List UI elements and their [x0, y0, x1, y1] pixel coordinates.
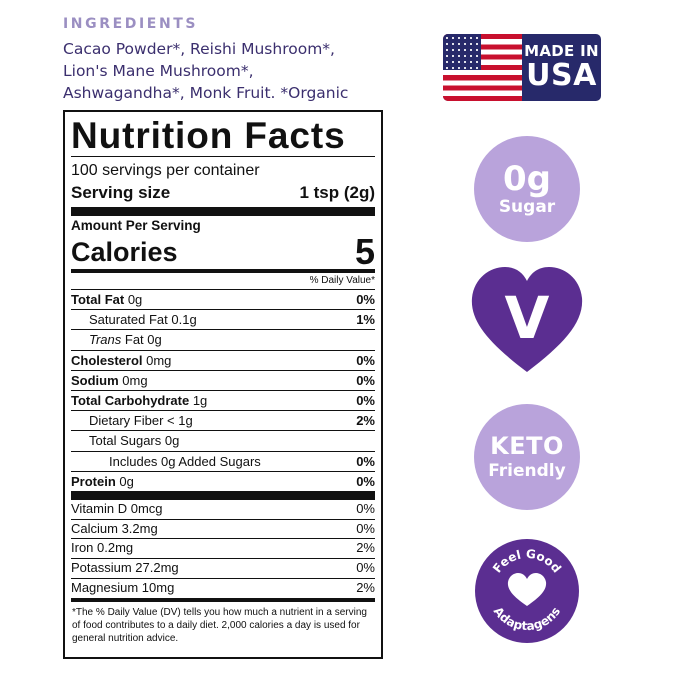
- made-in-usa-text: MADE IN USA: [522, 34, 601, 101]
- vitamin-label: Potassium 27.2mg: [71, 560, 179, 576]
- nutrient-label: Total Sugars 0g: [89, 433, 180, 449]
- vitamin-row: Magnesium 10mg 2%: [71, 577, 375, 598]
- nutrient-label: Protein: [71, 473, 116, 489]
- vitamin-row: Calcium 3.2mg 0%: [71, 518, 375, 539]
- vitamin-dv: 2%: [356, 579, 375, 595]
- nutrient-dv: 0%: [356, 352, 375, 368]
- nutrient-row-trans-fat: Trans Fat 0g: [71, 329, 375, 349]
- flag-canton: [443, 34, 481, 70]
- nutrient-amount: 0mg: [118, 372, 148, 388]
- ingredients-line: Ashwagandha*, Monk Fruit. *Organic: [63, 84, 349, 102]
- nutrient-amount: 0g: [124, 292, 143, 307]
- vitamin-dv: 2%: [356, 540, 375, 556]
- nutrient-amount: 1g: [189, 393, 208, 409]
- ingredients-text: Cacao Powder*, Reishi Mushroom*, Lion's …: [63, 38, 393, 104]
- nutrient-dv: 0%: [356, 453, 375, 469]
- nutrient-row-dietary-fiber: Dietary Fiber < 1g 2%: [71, 410, 375, 430]
- vitamin-dv: 0%: [356, 501, 375, 517]
- nutrient-label: Includes 0g Added Sugars: [109, 453, 261, 469]
- medium-divider: [71, 269, 375, 273]
- nutrient-row-total-carbohydrate: Total Carbohydrate 1g 0%: [71, 390, 375, 410]
- daily-value-header: % Daily Value*: [309, 275, 375, 286]
- vitamin-label: Calcium 3.2mg: [71, 520, 158, 536]
- feel-good-adaptagens-badge: Feel Good Adaptagens: [475, 539, 579, 643]
- nutrition-facts-title: Nutrition Facts: [71, 115, 346, 156]
- daily-value-footnote: *The % Daily Value (DV) tells you how mu…: [72, 606, 367, 644]
- nutrient-label: Fat 0g: [121, 332, 162, 348]
- nutrient-label: Cholesterol: [71, 352, 143, 368]
- vegan-heart-badge: V: [471, 267, 583, 372]
- nutrient-row-added-sugars: Includes 0g Added Sugars 0%: [71, 450, 375, 471]
- nutrient-label: Saturated Fat 0.1g: [89, 312, 197, 328]
- us-flag-icon: [443, 34, 522, 101]
- nutrient-label: Total Fat: [71, 292, 125, 307]
- nutrient-label: Dietary Fiber < 1g: [89, 413, 193, 429]
- sugar-label: Sugar: [498, 196, 556, 217]
- nutrient-dv: 2%: [356, 413, 375, 429]
- nutrient-amount: 0mg: [142, 352, 172, 368]
- serving-size-row: Serving size 1 tsp (2g): [71, 181, 375, 205]
- amount-per-serving: Amount Per Serving: [71, 218, 201, 233]
- calories-row: Calories 5: [71, 231, 375, 272]
- vitamins-list: Vitamin D 0mcg 0% Calcium 3.2mg 0% Iron …: [71, 500, 375, 598]
- friendly-label: Friendly: [488, 461, 566, 481]
- nutrient-row-protein: Protein 0g 0%: [71, 470, 375, 491]
- ingredients-heading: INGREDIENTS: [63, 16, 199, 32]
- heart-icon: [507, 573, 547, 606]
- nutrient-dv: 0%: [356, 473, 375, 489]
- nutrient-row-total-sugars: Total Sugars 0g: [71, 430, 375, 450]
- servings-per-container: 100 servings per container: [71, 162, 260, 179]
- ingredients-line: Lion's Mane Mushroom*,: [63, 62, 254, 80]
- vitamin-row: Vitamin D 0mcg 0%: [71, 500, 375, 519]
- nutrient-amount: 0g: [115, 473, 134, 489]
- vitamin-dv: 0%: [356, 560, 375, 576]
- heavy-divider: [71, 491, 375, 501]
- keto-label: KETO: [490, 432, 564, 460]
- vitamin-label: Iron 0.2mg: [71, 540, 134, 556]
- nutrient-label: Sodium: [71, 372, 119, 388]
- heavy-divider: [71, 207, 375, 216]
- calories-value: 5: [354, 231, 375, 272]
- made-in-usa-badge: MADE IN USA: [443, 34, 601, 101]
- medium-divider: [71, 597, 375, 602]
- nutrient-dv: 0%: [356, 393, 375, 409]
- nutrient-label: Total Carbohydrate: [71, 393, 190, 409]
- nutrient-row-saturated-fat: Saturated Fat 0.1g 1%: [71, 309, 375, 329]
- vegan-letter: V: [505, 284, 550, 352]
- calories-label: Calories: [71, 237, 178, 267]
- nutrition-facts-panel: Nutrition Facts 100 servings per contain…: [63, 110, 383, 659]
- sugar-value: 0g: [503, 158, 551, 199]
- vitamin-label: Magnesium 10mg: [71, 579, 175, 595]
- nutrient-dv: 0%: [356, 292, 375, 307]
- keto-friendly-badge: KETO Friendly: [474, 404, 580, 510]
- nutrient-row-total-fat: Total Fat 0g 0%: [71, 289, 375, 309]
- vitamin-row: Iron 0.2mg 2%: [71, 538, 375, 558]
- zero-sugar-badge: 0g Sugar: [474, 136, 580, 242]
- heart-icon: [471, 267, 583, 372]
- serving-size-label: Serving size: [71, 183, 171, 202]
- nutrient-row-sodium: Sodium 0mg 0%: [71, 369, 375, 390]
- nutrient-dv: 1%: [356, 312, 375, 328]
- ingredients-line: Cacao Powder*, Reishi Mushroom*,: [63, 40, 335, 58]
- nutrient-dv: 0%: [356, 372, 375, 388]
- vitamin-row: Potassium 27.2mg 0%: [71, 558, 375, 578]
- serving-size-value: 1 tsp (2g): [299, 183, 375, 202]
- divider: [71, 156, 375, 157]
- nutrient-row-cholesterol: Cholesterol 0mg 0%: [71, 349, 375, 370]
- nutrient-label-italic: Trans: [89, 332, 122, 348]
- vitamin-dv: 0%: [356, 520, 375, 536]
- made-in-label: MADE IN: [524, 42, 599, 60]
- country-label: USA: [526, 58, 597, 93]
- vitamin-label: Vitamin D 0mcg: [71, 501, 163, 517]
